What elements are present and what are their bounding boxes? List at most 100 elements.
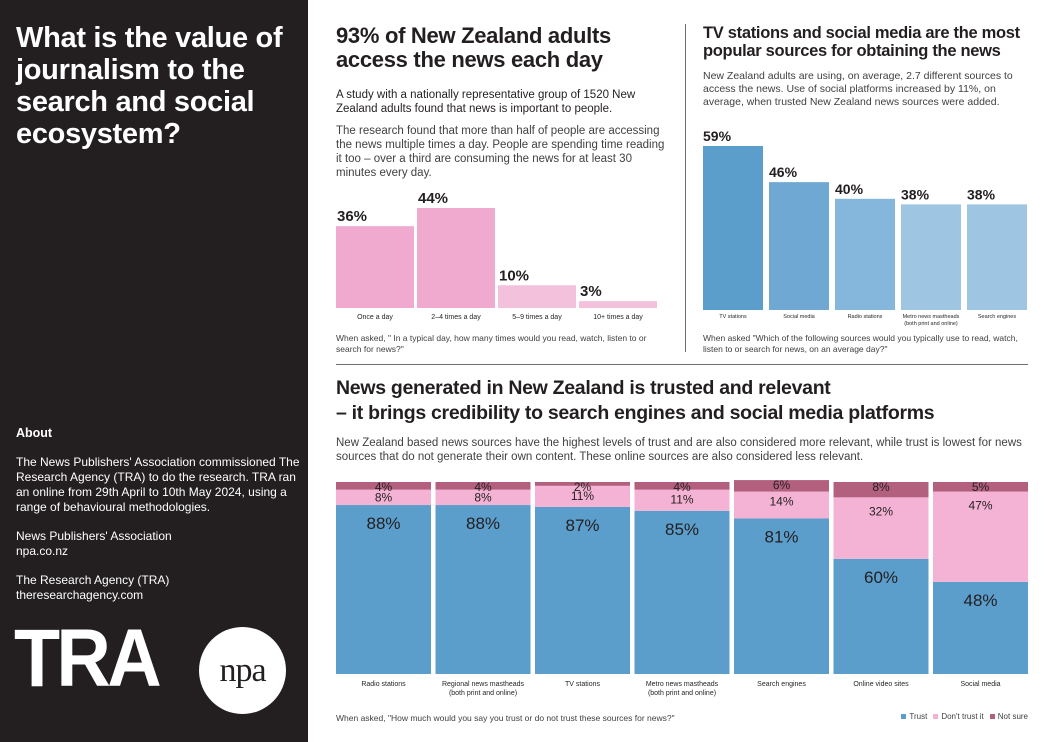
value-label-trust-regional-news-mastheads-both-print-and-online: 88% (466, 514, 500, 533)
value-label-trust-search-engines: 81% (764, 527, 798, 546)
value-label-don-t-trust-it-search-engines: 14% (769, 495, 793, 509)
bar-tv-stations (703, 146, 763, 310)
section1-body: The research found that more than half o… (336, 125, 665, 179)
npa-logo-text: npa (219, 651, 266, 689)
segment-don-t-trust-it-radio-stations (336, 489, 431, 506)
category-label-10-times-a-day: 10+ times a day (593, 314, 643, 321)
segment-not-sure-online-video-sites (833, 482, 929, 498)
legend-trust-label: Trust (909, 712, 928, 721)
value-label-trust-radio-stations: 88% (366, 514, 400, 533)
frequency-chart: 36% Once a day 44% 2–4 times a day 10% 5–9 ti… (336, 192, 657, 321)
value-label-not-sure-regional-news-mastheads-both-print-and-online: 4% (474, 480, 492, 494)
sidebar-title: What is the value of journalism to the s… (16, 22, 283, 150)
sources-chart: 59% TV stations 46% Social media 40% Radio st… (703, 128, 1027, 327)
segment-don-t-trust-it-social-media (933, 491, 1028, 582)
legend-not-sure: Not sure (989, 712, 1028, 721)
bar-once-a-day (336, 226, 414, 308)
segment-don-t-trust-it-search-engines (734, 491, 829, 519)
org-npa-url[interactable]: npa.co.nz (16, 544, 69, 558)
segment-trust-metro-news-mastheads-both-print-and-online (634, 510, 730, 674)
category-label-search-engines: Search engines (757, 681, 806, 688)
trust-legend: Trust Don't trust it Not sure (901, 712, 1028, 721)
category-label-radio-stations: Radio stations (848, 314, 883, 320)
value-label-2-4-times-a-day: 44% (418, 192, 448, 207)
value-label-radio-stations: 40% (835, 181, 864, 197)
org-npa-name: News Publishers' Association (16, 529, 172, 543)
category-sublabel-regional-news-mastheads-both-print-and-online: (both print and online) (449, 690, 517, 697)
vertical-divider (685, 24, 686, 352)
section3-title-line1: News generated in New Zealand is trusted… (336, 377, 831, 399)
segment-trust-radio-stations (336, 505, 431, 674)
section3-title-line2: – it brings credibility to search engine… (336, 402, 935, 424)
bar-search-engines (967, 204, 1027, 310)
category-label-metro-news-mastheads-both-print-and-online: Metro news mastheads (646, 681, 719, 688)
section1-lead: A study with a nationally representative… (336, 89, 636, 115)
category-label-search-engines: Search engines (978, 314, 1016, 320)
segment-not-sure-metro-news-mastheads-both-print-and-online (634, 482, 730, 490)
legend-dont-trust: Don't trust it (933, 712, 984, 721)
category-label-regional-news-mastheads-both-print-and-online: Regional news mastheads (442, 681, 525, 688)
bar-social-media (769, 182, 829, 310)
value-label-trust-online-video-sites: 60% (864, 568, 898, 587)
section2-note: When asked "Which of the following sourc… (703, 333, 1018, 354)
value-label-trust-tv-stations: 87% (565, 516, 599, 535)
segment-trust-regional-news-mastheads-both-print-and-online (435, 505, 531, 674)
legend-dont-trust-swatch (933, 714, 939, 719)
value-label-social-media: 46% (769, 164, 798, 180)
category-label-social-media: Social media (960, 681, 1000, 688)
category-label-radio-stations: Radio stations (361, 681, 406, 688)
value-label-once-a-day: 36% (337, 208, 367, 225)
category-label-online-video-sites: Online video sites (853, 681, 909, 688)
segment-not-sure-social-media (933, 482, 1028, 492)
value-label-10-times-a-day: 3% (580, 283, 602, 300)
segment-don-t-trust-it-online-video-sites (833, 497, 929, 559)
value-label-don-t-trust-it-regional-news-mastheads-both-print-and-online: 8% (474, 490, 492, 504)
section1-title: 93% of New Zealand adults access the new… (336, 23, 611, 72)
section3-title: News generated in New Zealand is trusted… (336, 376, 1036, 426)
segment-don-t-trust-it-tv-stations (535, 485, 630, 507)
sidebar: What is the value of journalism to the s… (0, 0, 308, 742)
bar-2-4-times-a-day (417, 208, 495, 308)
value-label-not-sure-social-media: 5% (972, 480, 990, 494)
bar-10-times-a-day (579, 301, 657, 308)
npa-logo: npa (199, 627, 286, 714)
segment-trust-tv-stations (535, 506, 630, 674)
tra-logo: TRA (14, 613, 162, 704)
value-label-trust-metro-news-mastheads-both-print-and-online: 85% (665, 520, 699, 539)
category-label-5-9-times-a-day: 5–9 times a day (512, 314, 562, 321)
value-label-don-t-trust-it-metro-news-mastheads-both-print-and-online: 11% (670, 493, 693, 507)
bar-radio-stations (835, 198, 895, 310)
about-block: About The News Publishers' Association c… (16, 426, 301, 617)
value-label-metro-news-mastheads-both-print-and-online: 38% (901, 186, 930, 202)
category-label-2-4-times-a-day: 2–4 times a day (431, 314, 481, 321)
legend-trust: Trust (901, 712, 927, 721)
section2-title: TV stations and social media are the mos… (703, 24, 1020, 60)
section1-note: When asked, " In a typical day, how many… (336, 333, 647, 354)
legend-trust-swatch (901, 714, 907, 719)
segment-not-sure-radio-stations (336, 482, 431, 490)
category-label-tv-stations: TV stations (565, 681, 601, 688)
segment-trust-search-engines (734, 518, 829, 674)
org-tra: The Research Agency (TRA) theresearchage… (16, 573, 301, 603)
segment-trust-social-media (933, 581, 1028, 674)
org-tra-url[interactable]: theresearchagency.com (16, 588, 144, 602)
bar-5-9-times-a-day (498, 285, 576, 308)
category-sublabel-metro-news-mastheads-both-print-and-online: (both print and online) (648, 690, 716, 697)
value-label-search-engines: 38% (967, 186, 996, 202)
value-label-not-sure-tv-stations: 2% (574, 480, 592, 494)
about-text: The News Publishers' Association commiss… (16, 455, 300, 514)
value-label-not-sure-search-engines: 6% (773, 478, 791, 492)
value-label-trust-social-media: 48% (963, 591, 997, 610)
org-npa: News Publishers' Association npa.co.nz (16, 529, 301, 559)
value-label-tv-stations: 59% (703, 128, 732, 144)
value-label-don-t-trust-it-tv-stations: 11% (571, 489, 594, 503)
category-label-tv-stations: TV stations (719, 314, 747, 320)
segment-not-sure-search-engines (734, 480, 829, 492)
segment-don-t-trust-it-regional-news-mastheads-both-print-and-online (435, 489, 531, 506)
legend-not-sure-label: Not sure (997, 712, 1028, 721)
value-label-not-sure-online-video-sites: 8% (872, 480, 890, 494)
legend-dont-trust-label: Don't trust it (941, 712, 984, 721)
category-label-metro-news-mastheads-both-print-and-online: Metro news mastheads (903, 314, 960, 320)
value-label-don-t-trust-it-radio-stations: 8% (375, 490, 393, 504)
